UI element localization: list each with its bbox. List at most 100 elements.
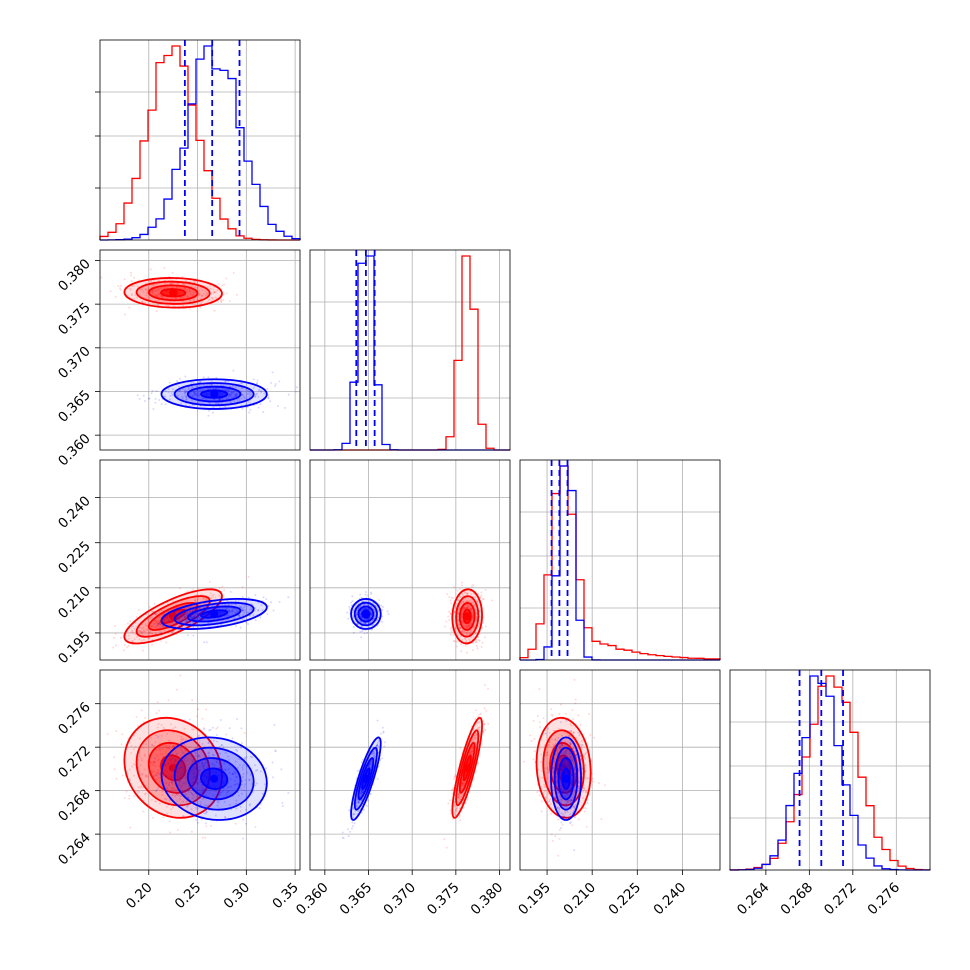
sample-point [242,606,245,609]
sample-point [205,398,208,401]
sample-point [172,727,175,730]
sample-point [579,724,582,727]
sample-point [174,611,177,614]
sample-point [214,402,217,405]
sample-point [250,608,253,611]
sample-point [156,612,159,615]
sample-point [195,385,198,388]
scatter-panel-3-2 [519,669,721,871]
sample-point [153,619,156,622]
sample-point [351,825,354,828]
sample-point [543,785,546,788]
sample-point [153,626,156,629]
sample-point [183,391,186,394]
sample-point [199,618,202,621]
sample-point [184,774,187,777]
sample-point [230,396,233,399]
sample-point [208,383,211,386]
sample-point [205,791,208,794]
sample-point [569,786,572,789]
sample-point [191,386,194,389]
sample-point [587,713,590,716]
sample-point [376,744,379,747]
sample-point [192,756,195,759]
density-peak [361,774,370,783]
sample-point [167,784,170,787]
contour-line [350,736,382,821]
sample-point [200,618,203,621]
sample-point [189,615,192,618]
sample-point [146,627,149,630]
sample-point [216,804,219,807]
sample-point [148,397,151,400]
sample-point [555,766,558,769]
sample-point [193,391,196,394]
sample-point [545,751,548,754]
sample-point [158,398,161,401]
sample-point [207,414,210,417]
sample-point [212,291,215,294]
sample-point [240,788,243,791]
sample-point [549,798,552,801]
sample-point [223,283,226,286]
sample-point [178,390,181,393]
sample-point [555,805,558,808]
sample-point [547,770,550,773]
sample-point [233,783,236,786]
sample-point [216,755,219,758]
sample-point [174,794,177,797]
sample-point [353,812,356,815]
sample-point [544,732,547,735]
sample-point [238,614,241,617]
sample-point [373,612,376,615]
sample-point [564,750,567,753]
sample-point [549,803,552,806]
sample-point [224,603,227,606]
sample-point [166,812,169,815]
sample-point [352,609,355,612]
sample-point [199,769,202,772]
sample-point [157,288,160,291]
sample-point [210,296,213,299]
sample-point [149,616,152,619]
sample-point [191,399,194,402]
sample-point [155,772,158,775]
sample-point [178,794,181,797]
sample-point [367,799,370,802]
sample-point [176,829,179,832]
sample-point [584,764,587,767]
sample-point [468,623,471,626]
sample-point [457,794,460,797]
sample-point [569,730,572,733]
sample-point [177,767,180,770]
sample-point [479,713,482,716]
sample-point [470,593,473,596]
sample-point [157,288,160,291]
sample-point [233,400,236,403]
sample-point [364,621,367,624]
sample-point [202,791,205,794]
sample-point [140,639,143,642]
sample-point [187,388,190,391]
sample-point [568,752,571,755]
sample-point [228,603,231,606]
sample-point [471,750,474,753]
scatter-frame-2-0 [99,459,301,661]
sample-point [474,741,477,744]
sample-point [560,734,563,737]
sample-point [366,618,369,621]
sample-point [244,808,247,811]
sample-point [207,376,210,379]
sample-point [148,605,151,608]
sample-point [158,773,161,776]
sample-point [249,755,252,758]
sample-point [130,751,133,754]
sample-point [206,804,209,807]
sample-point [546,768,549,771]
sample-point [365,804,368,807]
sample-point [159,780,162,783]
sample-point [144,717,147,720]
sample-point [158,620,161,623]
sample-point [153,745,156,748]
sample-point [461,638,464,641]
